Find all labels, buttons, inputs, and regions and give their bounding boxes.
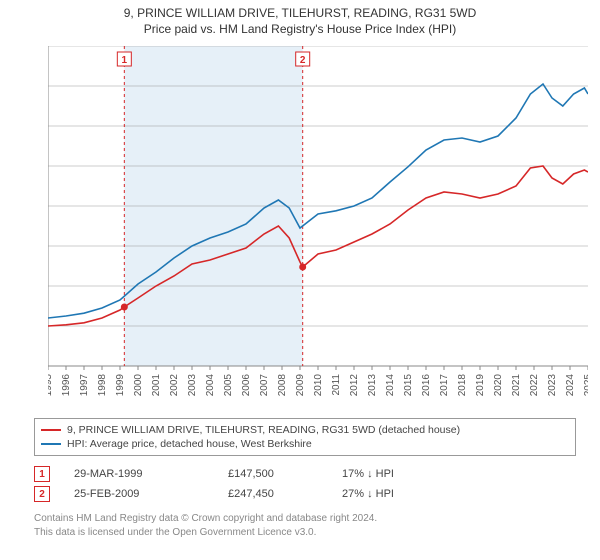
legend-item: HPI: Average price, detached house, West… — [41, 437, 569, 451]
legend-panel: 9, PRINCE WILLIAM DRIVE, TILEHURST, READ… — [34, 418, 576, 456]
marker-diff: 17% ↓ HPI — [342, 468, 432, 480]
marker-date: 25-FEB-2009 — [74, 488, 204, 500]
svg-text:2019: 2019 — [475, 374, 486, 397]
svg-text:2005: 2005 — [223, 374, 234, 397]
svg-text:1999: 1999 — [115, 374, 126, 397]
legend-swatch — [41, 443, 61, 445]
svg-text:2023: 2023 — [547, 374, 558, 397]
svg-text:2021: 2021 — [511, 374, 522, 397]
svg-text:2016: 2016 — [421, 374, 432, 397]
title-address: 9, PRINCE WILLIAM DRIVE, TILEHURST, READ… — [0, 6, 600, 20]
svg-text:2002: 2002 — [169, 374, 180, 397]
marker-id: 1 — [39, 469, 45, 480]
marker-row: 2 25-FEB-2009 £247,450 27% ↓ HPI — [34, 484, 576, 504]
svg-text:2001: 2001 — [151, 374, 162, 397]
svg-text:2009: 2009 — [295, 374, 306, 397]
svg-text:2011: 2011 — [331, 374, 342, 396]
marker-date: 29-MAR-1999 — [74, 468, 204, 480]
svg-text:1996: 1996 — [61, 374, 72, 397]
marker-id: 2 — [39, 489, 45, 500]
svg-text:2010: 2010 — [313, 374, 324, 397]
svg-text:2: 2 — [300, 55, 306, 66]
svg-text:1998: 1998 — [97, 374, 108, 397]
svg-text:2012: 2012 — [349, 374, 360, 397]
svg-text:2020: 2020 — [493, 374, 504, 397]
svg-text:1995: 1995 — [48, 374, 54, 397]
legend-label: HPI: Average price, detached house, West… — [67, 438, 312, 450]
svg-text:2004: 2004 — [205, 374, 216, 397]
attribution: Contains HM Land Registry data © Crown c… — [34, 512, 576, 539]
chart-titles: 9, PRINCE WILLIAM DRIVE, TILEHURST, READ… — [0, 0, 600, 36]
svg-text:2003: 2003 — [187, 374, 198, 397]
marker-row: 1 29-MAR-1999 £147,500 17% ↓ HPI — [34, 464, 576, 484]
attribution-line: Contains HM Land Registry data © Crown c… — [34, 512, 576, 526]
marker-box: 1 — [34, 466, 50, 482]
svg-text:2015: 2015 — [403, 374, 414, 397]
chart-plot: £0£100K£200K£300K£400K£500K£600K£700K£80… — [48, 46, 588, 402]
marker-diff: 27% ↓ HPI — [342, 488, 432, 500]
title-sub: Price paid vs. HM Land Registry's House … — [0, 22, 600, 36]
legend-swatch — [41, 429, 61, 431]
svg-text:2017: 2017 — [439, 374, 450, 397]
marker-price: £147,500 — [228, 468, 318, 480]
attribution-line: This data is licensed under the Open Gov… — [34, 526, 576, 540]
svg-text:2006: 2006 — [241, 374, 252, 397]
svg-text:1997: 1997 — [79, 374, 90, 397]
svg-text:2007: 2007 — [259, 374, 270, 397]
legend-and-footer: 9, PRINCE WILLIAM DRIVE, TILEHURST, READ… — [34, 418, 576, 539]
marker-price: £247,450 — [228, 488, 318, 500]
legend-label: 9, PRINCE WILLIAM DRIVE, TILEHURST, READ… — [67, 424, 460, 436]
marker-box: 2 — [34, 486, 50, 502]
svg-text:1: 1 — [122, 55, 128, 66]
svg-text:2014: 2014 — [385, 374, 396, 397]
svg-text:2025: 2025 — [583, 374, 588, 397]
svg-text:2022: 2022 — [529, 374, 540, 397]
markers-table: 1 29-MAR-1999 £147,500 17% ↓ HPI 2 25-FE… — [34, 464, 576, 504]
svg-text:2013: 2013 — [367, 374, 378, 397]
svg-text:2018: 2018 — [457, 374, 468, 397]
svg-text:2000: 2000 — [133, 374, 144, 397]
svg-text:2024: 2024 — [565, 374, 576, 397]
legend-item: 9, PRINCE WILLIAM DRIVE, TILEHURST, READ… — [41, 423, 569, 437]
svg-text:2008: 2008 — [277, 374, 288, 397]
